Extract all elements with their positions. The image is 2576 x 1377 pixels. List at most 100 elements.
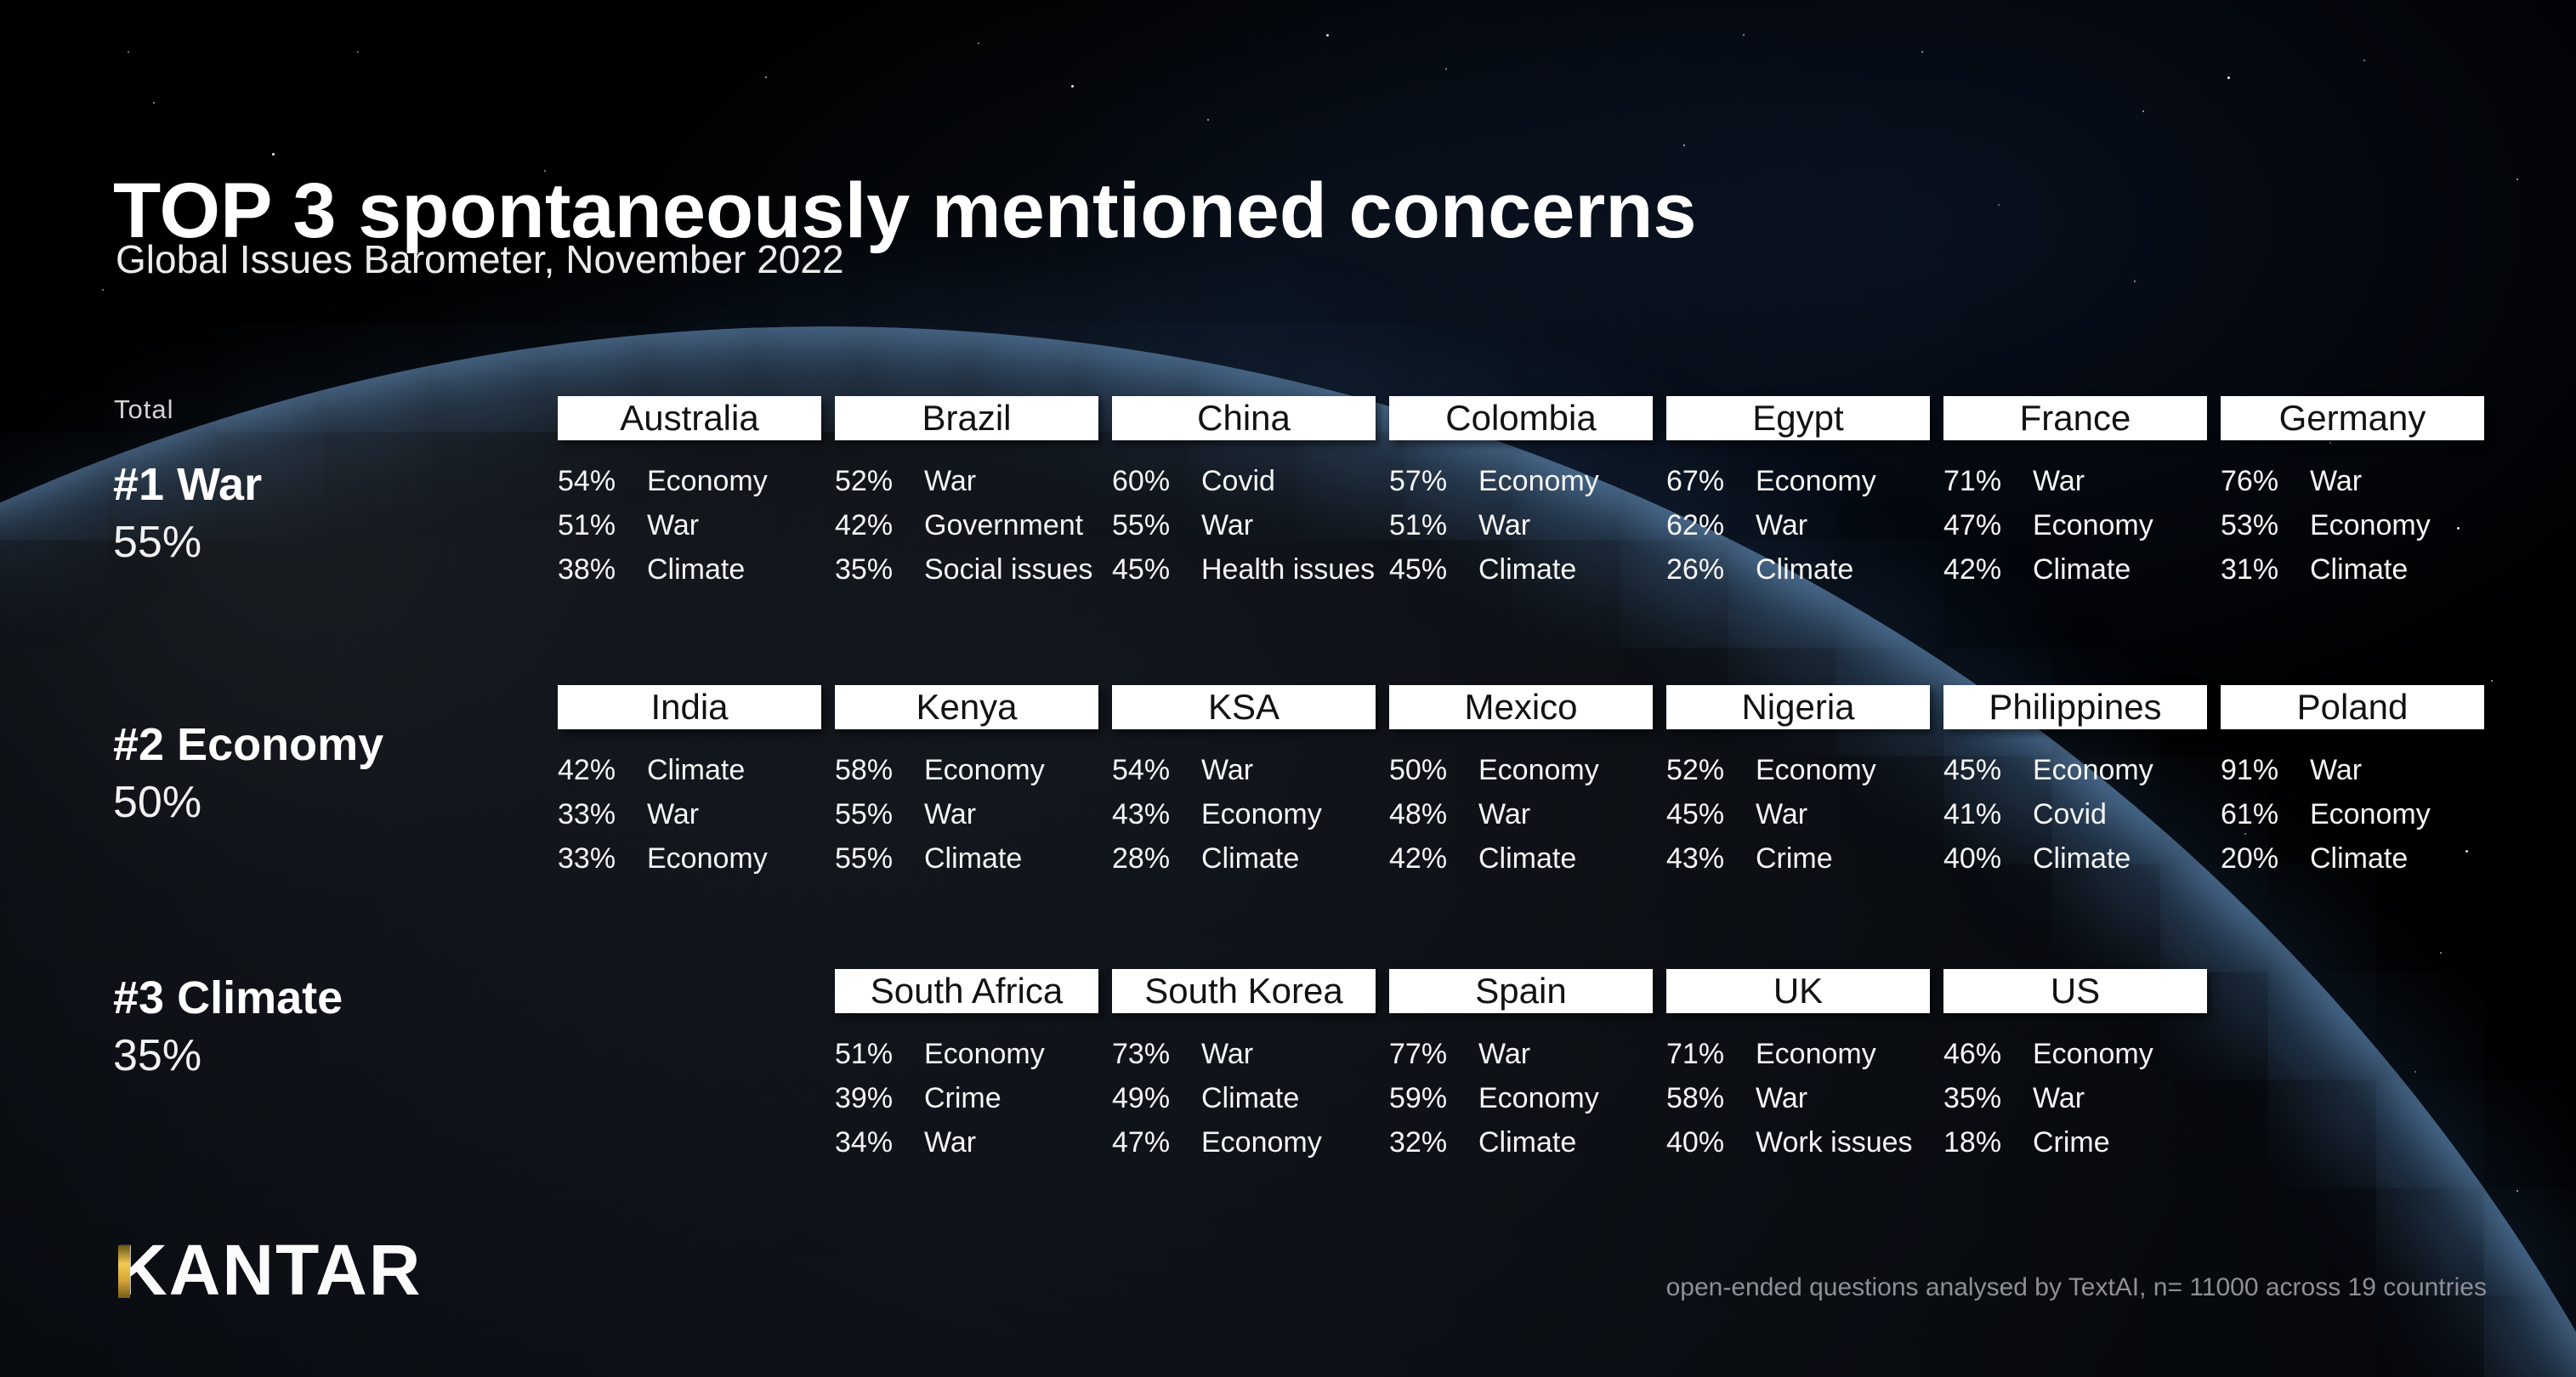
concern-label: Economy: [1756, 1037, 1876, 1070]
concern-percent: 53%: [2221, 508, 2279, 541]
concern-label: War: [1478, 508, 1531, 541]
concern-list: 60% Covid 55% War 45% Health issues: [1112, 459, 1376, 592]
concern-line: 42% Government: [835, 503, 1098, 547]
total-value: 50%: [113, 777, 202, 827]
concern-label: War: [647, 508, 700, 541]
page-subtitle: Global Issues Barometer, November 2022: [116, 237, 844, 281]
country-panel-france: France 71% War 47% Economy 42% Climate: [1943, 396, 2207, 592]
concern-line: 71% Economy: [1666, 1032, 1930, 1076]
country-row-3: South Africa 51% Economy 39% Crime 34% War Sout…: [835, 969, 2207, 1164]
concern-percent: 49%: [1112, 1081, 1171, 1114]
concern-label: War: [1201, 753, 1254, 786]
concern-list: 46% Economy 35% War 18% Crime: [1943, 1032, 2207, 1164]
concern-percent: 71%: [1666, 1037, 1725, 1070]
country-name: KSA: [1112, 685, 1376, 729]
kantar-logo-text: KANTAR: [116, 1230, 423, 1310]
concern-label: Climate: [924, 842, 1023, 875]
concern-percent: 42%: [558, 753, 616, 786]
concern-percent: 48%: [1389, 797, 1448, 830]
country-panel-south-africa: South Africa 51% Economy 39% Crime 34% War: [835, 969, 1098, 1164]
country-panel-uk: UK 71% Economy 58% War 40% Work issues: [1666, 969, 1930, 1164]
concern-line: 91% War: [2221, 748, 2484, 792]
country-name: US: [1943, 969, 2207, 1013]
concern-label: Climate: [647, 753, 746, 786]
concern-label: War: [1478, 797, 1531, 830]
concern-percent: 67%: [1666, 464, 1725, 497]
concern-list: 73% War 49% Climate 47% Economy: [1112, 1032, 1376, 1164]
concern-line: 45% Climate: [1389, 547, 1653, 592]
concern-line: 18% Crime: [1943, 1120, 2207, 1164]
country-name: Poland: [2221, 685, 2484, 729]
country-name: Colombia: [1389, 396, 1653, 440]
rank-number: #1: [113, 459, 165, 510]
concern-percent: 55%: [1112, 508, 1171, 541]
concern-line: 51% War: [558, 503, 821, 547]
concern-label: War: [1201, 508, 1254, 541]
concern-name: Economy: [177, 719, 384, 770]
concern-percent: 43%: [1112, 797, 1171, 830]
concern-line: 35% Social issues: [835, 547, 1098, 592]
concern-line: 55% War: [835, 792, 1098, 836]
country-panel-nigeria: Nigeria 52% Economy 45% War 43% Crime: [1666, 685, 1930, 881]
concern-percent: 52%: [1666, 753, 1725, 786]
concern-line: 42% Climate: [1943, 547, 2207, 592]
concern-line: 62% War: [1666, 503, 1930, 547]
concern-label: Economy: [924, 753, 1045, 786]
concern-label: Covid: [2033, 797, 2107, 830]
concern-line: 40% Work issues: [1666, 1120, 1930, 1164]
concern-label: Economy: [1478, 464, 1599, 497]
concern-line: 55% War: [1112, 503, 1376, 547]
concern-line: 47% Economy: [1943, 503, 2207, 547]
concern-percent: 55%: [835, 842, 894, 875]
concern-percent: 45%: [1943, 753, 2002, 786]
country-name: Egypt: [1666, 396, 1930, 440]
country-panel-india: India 42% Climate 33% War 33% Economy: [558, 685, 821, 881]
concern-percent: 26%: [1666, 552, 1725, 586]
concern-percent: 40%: [1943, 842, 2002, 875]
rank-number: #3: [113, 972, 165, 1023]
concern-line: 77% War: [1389, 1032, 1653, 1076]
concern-percent: 40%: [1666, 1125, 1725, 1159]
concern-list: 91% War 61% Economy 20% Climate: [2221, 748, 2484, 881]
concern-line: 53% Economy: [2221, 503, 2484, 547]
concern-label: War: [924, 464, 977, 497]
country-name: France: [1943, 396, 2207, 440]
concern-percent: 91%: [2221, 753, 2279, 786]
concern-line: 47% Economy: [1112, 1120, 1376, 1164]
concern-line: 45% Economy: [1943, 748, 2207, 792]
concern-list: 52% War 42% Government 35% Social issues: [835, 459, 1098, 592]
country-panel-china: China 60% Covid 55% War 45% Health issues: [1112, 396, 1376, 592]
concern-percent: 46%: [1943, 1037, 2002, 1070]
total-item-2: #2 Economy 50%: [113, 717, 383, 829]
country-name: China: [1112, 396, 1376, 440]
concern-label: Work issues: [1756, 1125, 1913, 1159]
concern-label: Economy: [1478, 1081, 1599, 1114]
concern-line: 42% Climate: [558, 748, 821, 792]
country-name: Brazil: [835, 396, 1098, 440]
concern-label: Government: [924, 508, 1084, 541]
country-name: South Korea: [1112, 969, 1376, 1013]
concern-line: 61% Economy: [2221, 792, 2484, 836]
concern-line: 67% Economy: [1666, 459, 1930, 503]
concern-line: 38% Climate: [558, 547, 821, 592]
concern-label: Climate: [2033, 552, 2131, 586]
rank-number: #2: [113, 719, 165, 770]
concern-line: 43% Crime: [1666, 836, 1930, 881]
concern-label: Climate: [2310, 842, 2409, 875]
concern-line: 76% War: [2221, 459, 2484, 503]
concern-label: War: [2310, 464, 2363, 497]
concern-percent: 33%: [558, 842, 616, 875]
concern-label: Health issues: [1201, 552, 1376, 586]
concern-label: Economy: [1756, 753, 1876, 786]
concern-label: Economy: [2310, 508, 2431, 541]
concern-percent: 51%: [558, 508, 616, 541]
country-name: Australia: [558, 396, 821, 440]
concern-line: 45% Health issues: [1112, 547, 1376, 592]
concern-label: War: [1756, 508, 1808, 541]
country-row-2: India 42% Climate 33% War 33% Economy Kenya 58% E…: [558, 685, 2484, 881]
concern-percent: 35%: [1943, 1081, 2002, 1114]
concern-percent: 76%: [2221, 464, 2279, 497]
country-panel-colombia: Colombia 57% Economy 51% War 45% Climate: [1389, 396, 1653, 592]
concern-label: War: [1201, 1037, 1254, 1070]
footnote: open-ended questions analysed by TextAI,…: [1665, 1273, 2487, 1301]
